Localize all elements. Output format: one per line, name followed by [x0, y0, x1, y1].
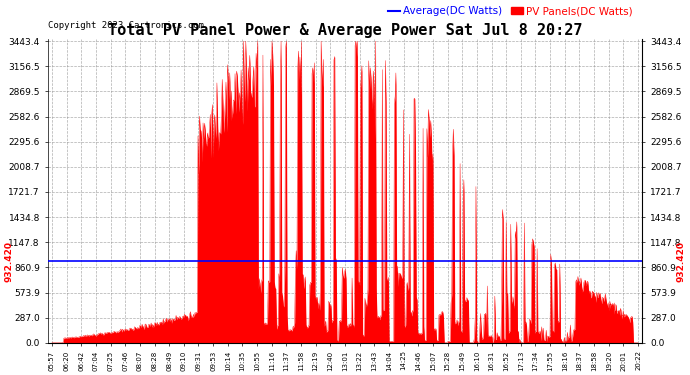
Title: Total PV Panel Power & Average Power Sat Jul 8 20:27: Total PV Panel Power & Average Power Sat… — [108, 23, 582, 38]
Text: Copyright 2023 Cartronics.com: Copyright 2023 Cartronics.com — [48, 21, 204, 30]
Text: 932.420: 932.420 — [677, 241, 686, 282]
Legend: Average(DC Watts), PV Panels(DC Watts): Average(DC Watts), PV Panels(DC Watts) — [384, 2, 638, 21]
Text: 932.420: 932.420 — [4, 241, 13, 282]
